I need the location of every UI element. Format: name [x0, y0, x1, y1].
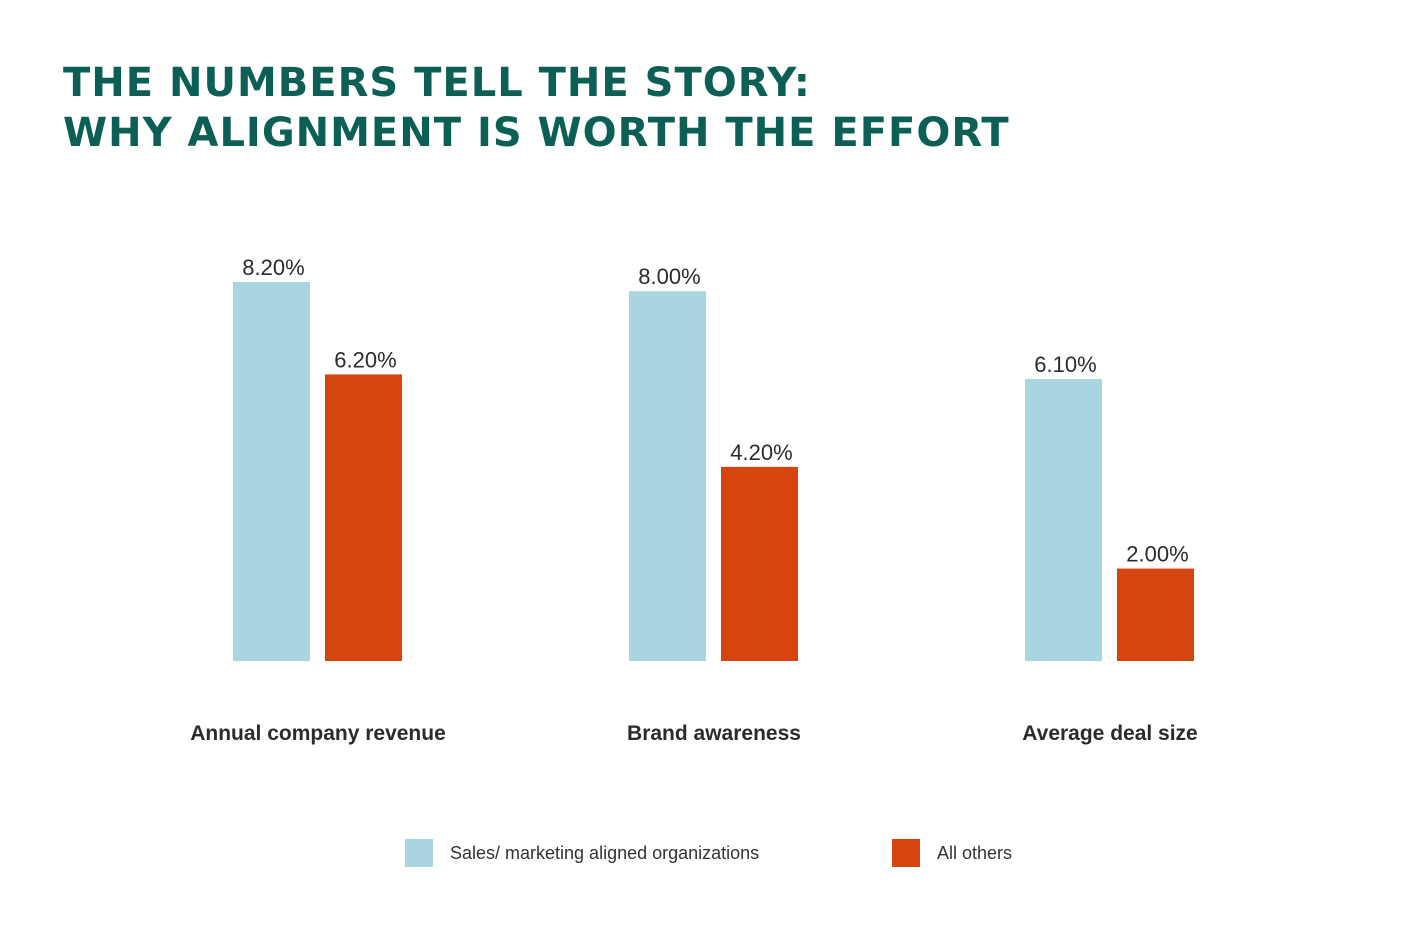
- title-line-2: WHY ALIGNMENT IS WORTH THE EFFORT: [63, 110, 1010, 156]
- bar: [325, 374, 402, 661]
- bar: [233, 282, 310, 661]
- data-label: 6.20%: [334, 347, 396, 372]
- data-label: 2.00%: [1126, 542, 1188, 567]
- chart-title: THE NUMBERS TELL THE STORY: WHY ALIGNMEN…: [63, 58, 1010, 158]
- data-label: 8.00%: [638, 264, 700, 289]
- data-label: 8.20%: [242, 255, 304, 280]
- bar: [1025, 379, 1102, 661]
- data-label: 4.20%: [730, 440, 792, 465]
- category-label: Annual company revenue: [190, 722, 446, 745]
- legend-label: All others: [937, 842, 1013, 863]
- legend-item-aligned: Sales/ marketing aligned organizations: [405, 839, 759, 867]
- legend-label: Sales/ marketing aligned organizations: [450, 842, 760, 863]
- legend-swatch: [405, 839, 433, 867]
- title-line-1: THE NUMBERS TELL THE STORY:: [63, 60, 811, 106]
- legend-item-others: All others: [892, 839, 1012, 867]
- legend-swatch: [892, 839, 920, 867]
- category-label: Average deal size: [1022, 722, 1198, 745]
- bar: [1117, 568, 1194, 661]
- bar: [721, 466, 798, 661]
- category-label: Brand awareness: [627, 722, 801, 745]
- data-label: 6.10%: [1034, 352, 1096, 377]
- bar: [629, 291, 706, 661]
